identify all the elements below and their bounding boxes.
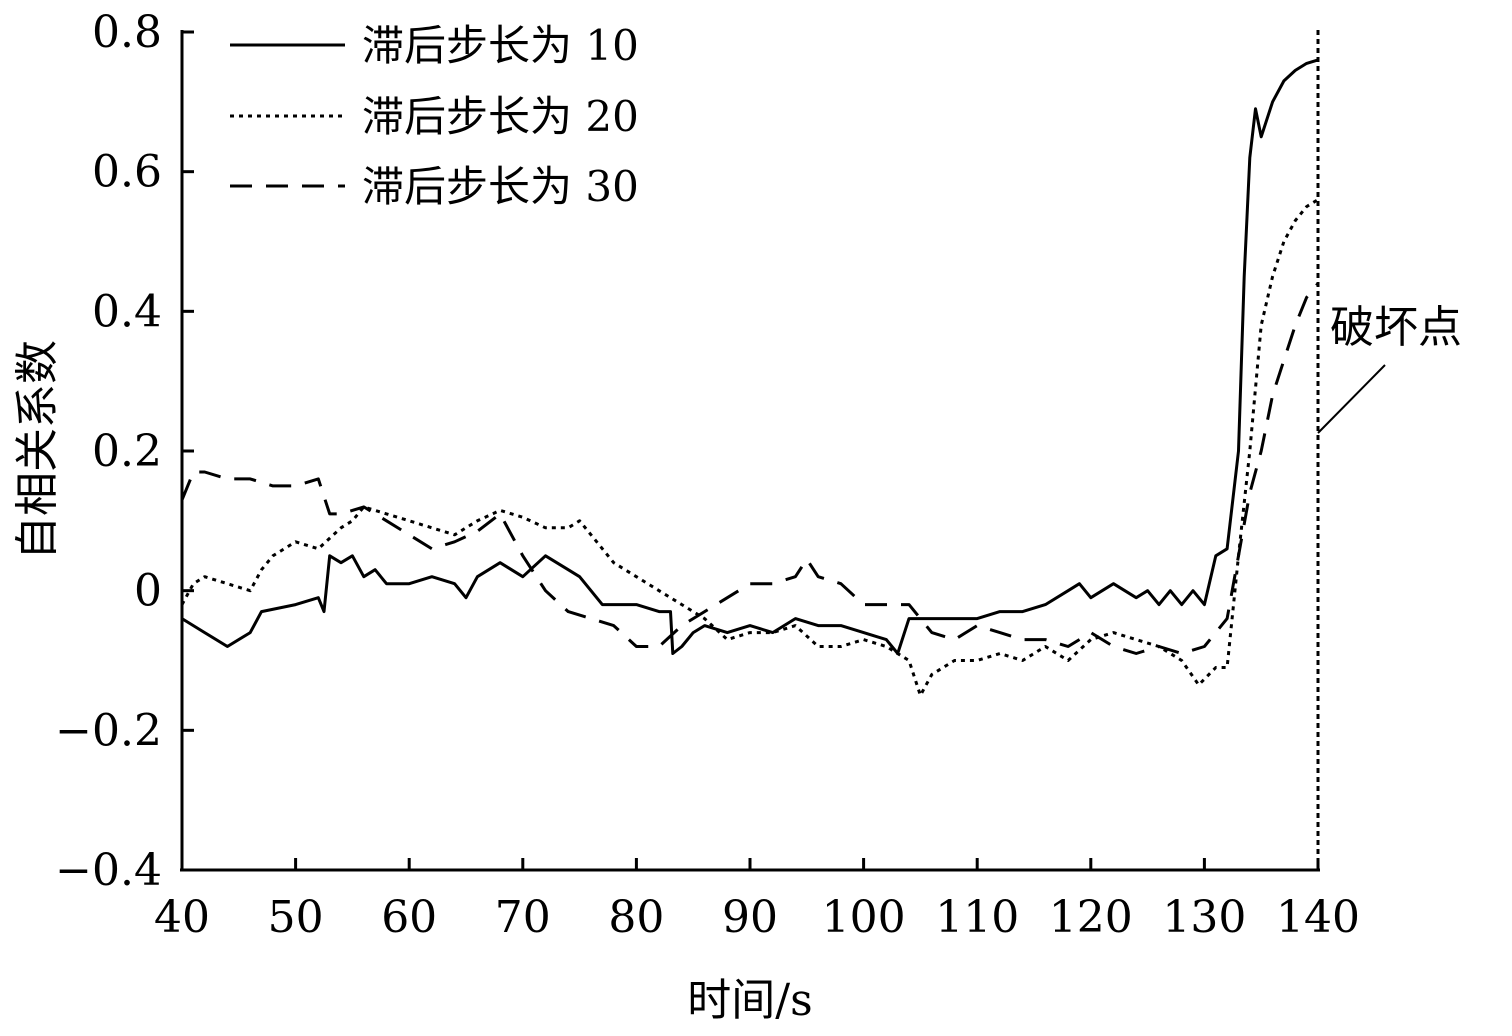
series-group <box>180 58 1320 697</box>
series-line-solid <box>181 58 1319 655</box>
x-axis-label: 时间/s <box>687 975 812 1026</box>
y-tick-label: 0 <box>134 566 162 617</box>
y-tick-label: −0.2 <box>55 705 162 756</box>
series-line-dashed <box>180 282 1320 655</box>
x-tick-label: 140 <box>1276 892 1360 943</box>
x-tick-label: 60 <box>381 892 437 943</box>
y-ticks: −0.4 −0.2 0 0.2 0.4 0.6 0.8 <box>55 7 194 896</box>
failure-point-annotation: 破坏点 <box>1330 302 1462 353</box>
x-ticks: 40 50 60 70 80 90 100 110 120 130 140 <box>154 858 1360 943</box>
annotation-leader-line <box>1317 364 1386 434</box>
legend-label-lag-20: 滞后步长为 20 <box>362 92 639 141</box>
x-tick-label: 130 <box>1162 892 1246 943</box>
series-line-dotted <box>180 198 1319 697</box>
y-tick-label: 0.4 <box>92 286 162 337</box>
x-tick-label: 50 <box>268 892 324 943</box>
y-axis-label: 自相关系数 <box>12 340 63 560</box>
y-tick-label: 0.2 <box>92 426 162 477</box>
x-tick-label: 110 <box>935 892 1019 943</box>
legend-label-lag-10: 滞后步长为 10 <box>362 21 639 70</box>
y-tick-label: 0.6 <box>92 147 162 198</box>
x-tick-label: 120 <box>1049 892 1133 943</box>
x-tick-label: 90 <box>722 892 778 943</box>
axes <box>180 30 1320 872</box>
y-tick-label: −0.4 <box>55 845 162 896</box>
y-tick-label: 0.8 <box>92 7 162 58</box>
x-tick-label: 100 <box>822 892 906 943</box>
x-tick-label: 70 <box>495 892 551 943</box>
x-tick-label: 80 <box>608 892 664 943</box>
legend-label-lag-30: 滞后步长为 30 <box>362 162 639 211</box>
legend: 滞后步长为 10 滞后步长为 20 滞后步长为 30 <box>230 21 639 211</box>
x-tick-label: 40 <box>154 892 210 943</box>
